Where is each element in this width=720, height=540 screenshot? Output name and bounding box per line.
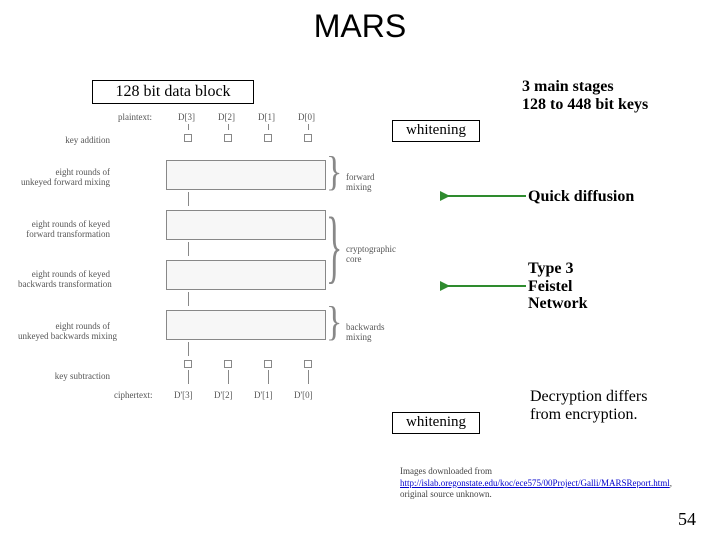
- subtractor-icon: [264, 360, 272, 368]
- citation: Images downloaded from http://islab.oreg…: [400, 466, 700, 501]
- adder-icon: [224, 134, 232, 142]
- arrow-down-icon: [268, 124, 269, 130]
- side-bwd-transform: eight rounds of keyed backwards transfor…: [18, 270, 110, 290]
- brace-icon: }: [326, 203, 342, 294]
- feistel-line3: Network: [528, 295, 588, 312]
- decryption-annotation: Decryption differs from encryption.: [530, 388, 647, 423]
- arrow-quick-diffusion: [440, 188, 530, 204]
- ct-d0: D'[0]: [294, 390, 313, 400]
- ct-d1: D'[1]: [254, 390, 273, 400]
- side-fwd-transform: eight rounds of keyed forward transforma…: [18, 220, 110, 240]
- arrow-down-icon: [188, 342, 189, 356]
- arrow-down-icon: [188, 370, 189, 384]
- arrow-down-icon: [268, 370, 269, 384]
- ct-d2: D'[2]: [214, 390, 233, 400]
- pt-d2: D[2]: [218, 112, 235, 122]
- cite-link[interactable]: http://islab.oregonstate.edu/koc/ece575/…: [400, 478, 670, 488]
- whitening-bottom-box: whitening: [392, 412, 480, 434]
- stage-backward-transform: [166, 260, 326, 290]
- side-key-addition: key addition: [18, 136, 110, 146]
- data-block-label: 128 bit data block: [115, 83, 230, 101]
- side-bwd-mixing: eight rounds of unkeyed backwards mixing: [18, 322, 110, 342]
- title-text: MARS: [314, 8, 406, 44]
- arrow-down-icon: [308, 124, 309, 130]
- arrow-feistel: [440, 278, 530, 294]
- stages-annotation: 3 main stages 128 to 448 bit keys: [522, 78, 648, 113]
- feistel-line2: Feistel: [528, 278, 572, 295]
- pt-d1: D[1]: [258, 112, 275, 122]
- ct-d3: D'[3]: [174, 390, 193, 400]
- stages-line2: 128 to 448 bit keys: [522, 96, 648, 113]
- arrow-down-icon: [188, 292, 189, 306]
- subtractor-icon: [304, 360, 312, 368]
- plaintext-text: plaintext:: [118, 112, 152, 122]
- quick-diffusion-annotation: Quick diffusion: [528, 188, 634, 206]
- arrow-down-icon: [308, 370, 309, 384]
- side-bwd-transform-text: eight rounds of keyed backwards transfor…: [18, 269, 112, 289]
- mars-diagram: plaintext: D[3] D[2] D[1] D[0] key addit…: [58, 112, 388, 432]
- cite-prefix: Images downloaded from: [400, 466, 492, 476]
- adder-icon: [304, 134, 312, 142]
- side-fwd-transform-text: eight rounds of keyed forward transforma…: [26, 219, 110, 239]
- subtractor-icon: [224, 360, 232, 368]
- right-crypto-core: cryptographic core: [346, 244, 396, 264]
- ciphertext-label: ciphertext:: [114, 390, 152, 400]
- cite-suffix: original source unknown.: [400, 489, 492, 499]
- whitening-top-box: whitening: [392, 120, 480, 142]
- whitening-bottom-label: whitening: [406, 414, 466, 431]
- stage-forward-transform: [166, 210, 326, 240]
- side-fwd-mixing: eight rounds of unkeyed forward mixing: [18, 168, 110, 188]
- decrypt-line2: from encryption.: [530, 406, 638, 423]
- arrow-down-icon: [188, 242, 189, 256]
- data-block-box: 128 bit data block: [92, 80, 254, 104]
- stage-forward-mixing: [166, 160, 326, 190]
- quick-diffusion-text: Quick diffusion: [528, 188, 634, 205]
- brace-icon: }: [326, 150, 342, 196]
- page-number: 54: [678, 509, 696, 530]
- adder-icon: [184, 134, 192, 142]
- page-title: MARS: [0, 8, 720, 45]
- decrypt-line1: Decryption differs: [530, 388, 647, 405]
- side-key-subtraction: key subtraction: [18, 372, 110, 382]
- right-bwd-mixing: backwards mixing: [346, 322, 388, 342]
- stage-backward-mixing: [166, 310, 326, 340]
- arrow-down-icon: [188, 192, 189, 206]
- arrow-down-icon: [188, 124, 189, 130]
- pt-d0: D[0]: [298, 112, 315, 122]
- plaintext-label: plaintext:: [118, 112, 152, 122]
- feistel-annotation: Type 3 Feistel Network: [528, 260, 588, 313]
- arrow-down-icon: [228, 370, 229, 384]
- side-fwd-mixing-text: eight rounds of unkeyed forward mixing: [21, 167, 110, 187]
- brace-icon: }: [326, 300, 342, 346]
- side-bwd-mixing-text: eight rounds of unkeyed backwards mixing: [18, 321, 117, 341]
- stages-line1: 3 main stages: [522, 78, 614, 95]
- pt-d3: D[3]: [178, 112, 195, 122]
- arrow-down-icon: [228, 124, 229, 130]
- right-fwd-mixing: forward mixing: [346, 172, 388, 192]
- whitening-top-label: whitening: [406, 122, 466, 139]
- right-crypto-core-text: cryptographic core: [346, 244, 396, 264]
- adder-icon: [264, 134, 272, 142]
- feistel-line1: Type 3: [528, 260, 573, 277]
- subtractor-icon: [184, 360, 192, 368]
